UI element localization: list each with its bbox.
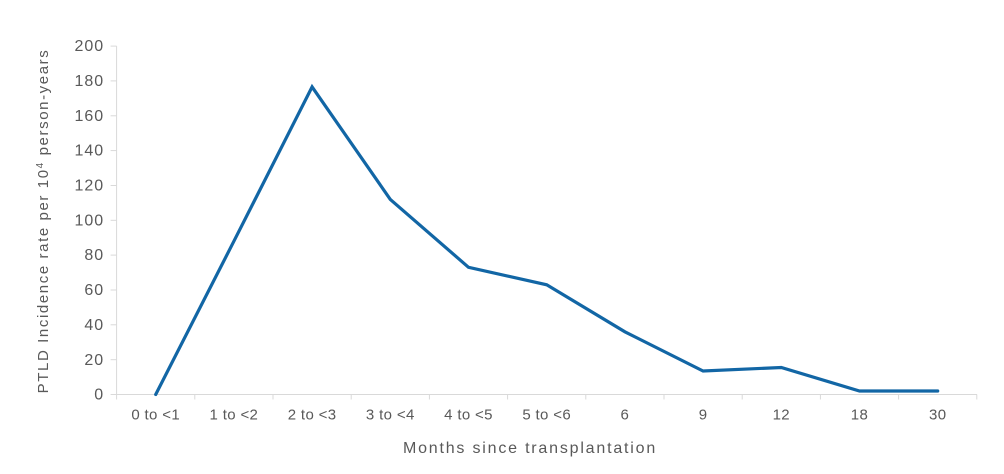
svg-text:18: 18	[851, 407, 868, 424]
svg-text:9: 9	[699, 407, 708, 424]
svg-text:0 to <1: 0 to <1	[131, 407, 180, 424]
svg-text:40: 40	[84, 317, 104, 334]
svg-text:60: 60	[84, 282, 104, 299]
svg-text:120: 120	[74, 178, 104, 195]
svg-text:1 to <2: 1 to <2	[210, 407, 259, 424]
svg-text:PTLD Incidence rate per 104 pe: PTLD Incidence rate per 104 person-years	[35, 49, 53, 394]
svg-text:Months since transplantation: Months since transplantation	[403, 440, 657, 457]
svg-text:6: 6	[621, 407, 630, 424]
svg-text:100: 100	[74, 212, 104, 229]
svg-text:200: 200	[74, 38, 104, 55]
svg-text:180: 180	[74, 73, 104, 90]
svg-text:3 to <4: 3 to <4	[366, 407, 415, 424]
svg-text:140: 140	[74, 143, 104, 160]
svg-text:80: 80	[84, 247, 104, 264]
svg-text:20: 20	[84, 352, 104, 369]
svg-text:12: 12	[773, 407, 790, 424]
svg-text:2 to <3: 2 to <3	[288, 407, 337, 424]
svg-text:4 to <5: 4 to <5	[444, 407, 493, 424]
svg-text:0: 0	[94, 387, 104, 404]
svg-text:30: 30	[929, 407, 946, 424]
svg-text:5 to <6: 5 to <6	[522, 407, 571, 424]
svg-text:160: 160	[74, 108, 104, 125]
